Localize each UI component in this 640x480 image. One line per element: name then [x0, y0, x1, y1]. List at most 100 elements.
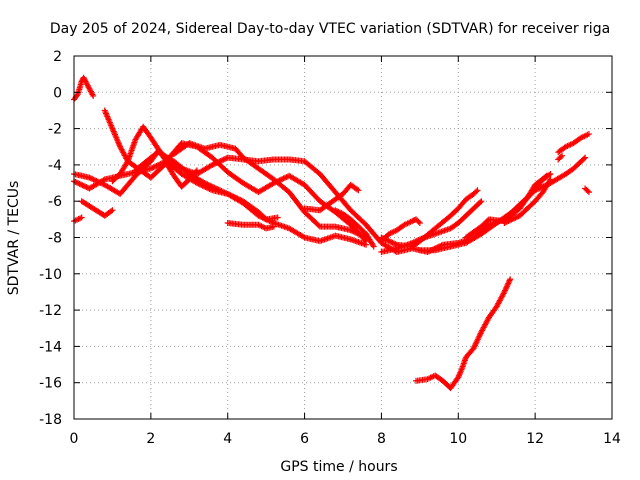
data-point-plus — [261, 215, 268, 222]
data-point-plus — [585, 189, 592, 196]
data-point-plus — [504, 218, 511, 225]
x-tick-label: 4 — [223, 431, 232, 447]
series-track-22 — [582, 185, 592, 196]
data-point-plus — [474, 187, 481, 194]
data-point-plus — [77, 181, 84, 188]
data-point-plus — [262, 216, 269, 223]
data-point-plus — [76, 180, 83, 187]
series-track-17 — [462, 172, 550, 241]
data-point-plus — [300, 233, 307, 240]
data-point-plus — [153, 162, 160, 169]
data-point-plus — [477, 199, 484, 206]
data-point-plus — [258, 214, 265, 221]
data-point-plus — [75, 180, 82, 187]
data-point-plus — [349, 227, 356, 234]
axis-ticks: 0 2 4 6 8 10 12 14 -18 -16 -14 -12 -10 -8 -6 -4 -2 0 2 — [39, 49, 621, 447]
data-point-plus — [205, 182, 212, 189]
series-track-19 — [413, 276, 514, 392]
data-point-plus — [508, 216, 515, 223]
data-point-plus — [542, 173, 549, 180]
data-point-plus — [279, 176, 286, 183]
y-tick-label: -4 — [48, 158, 62, 174]
y-axis-title: SDTVAR / TECUs — [6, 181, 22, 296]
data-point-plus — [80, 182, 87, 189]
data-point-plus — [255, 212, 262, 219]
data-point-plus — [270, 223, 277, 230]
y-tick-label: -18 — [39, 412, 62, 428]
data-point-plus — [207, 182, 214, 189]
series-track-21 — [555, 152, 566, 163]
data-point-plus — [82, 183, 89, 190]
data-point-plus — [201, 180, 208, 187]
data-point-plus — [282, 174, 289, 181]
data-point-plus — [208, 183, 215, 190]
data-point-plus — [256, 213, 263, 220]
data-point-plus — [386, 238, 393, 245]
data-point-plus — [204, 181, 211, 188]
data-point-plus — [416, 219, 423, 226]
data-point-plus — [585, 131, 592, 138]
data-point-plus — [149, 164, 156, 171]
series-track-5 — [71, 214, 85, 225]
data-point-plus — [354, 186, 361, 193]
data-point-plus — [86, 174, 93, 181]
series-track-18 — [501, 176, 554, 226]
series-track-16 — [416, 170, 554, 254]
data-point-plus — [265, 217, 272, 224]
data-point-plus — [280, 175, 287, 182]
data-point-plus — [506, 217, 513, 224]
series-track-11 — [301, 181, 362, 214]
data-point-plus — [109, 207, 116, 214]
series-track-9 — [170, 140, 370, 241]
x-tick-label: 2 — [146, 431, 155, 447]
x-tick-label: 0 — [70, 431, 79, 447]
data-point-plus — [73, 179, 80, 186]
series-track-1 — [71, 74, 97, 103]
data-point-plus — [502, 219, 509, 226]
data-point-plus — [79, 182, 86, 189]
data-point-plus — [350, 228, 357, 235]
data-point-plus — [87, 175, 94, 182]
y-tick-label: 2 — [53, 49, 62, 65]
y-tick-label: -10 — [39, 267, 62, 283]
data-point-plus — [220, 156, 227, 163]
data-point-plus — [90, 176, 97, 183]
data-point-plus — [582, 154, 589, 161]
data-point-plus — [100, 177, 107, 184]
data-point-plus — [315, 222, 322, 229]
data-point-plus — [370, 243, 377, 250]
data-point-plus — [356, 231, 363, 238]
data-point-plus — [154, 162, 161, 169]
data-point-plus — [268, 218, 275, 225]
data-point-plus — [266, 218, 273, 224]
series-track-14 — [378, 198, 485, 256]
data-point-plus — [547, 170, 554, 177]
data-point-plus — [193, 180, 200, 187]
data-point-plus — [212, 185, 219, 192]
data-point-plus — [90, 92, 97, 99]
data-point-plus — [484, 217, 491, 224]
data-point-plus — [357, 231, 364, 238]
data-point-plus — [512, 214, 519, 221]
chart-title: Day 205 of 2024, Sidereal Day-to-day VTE… — [50, 21, 610, 37]
y-tick-label: -6 — [48, 194, 62, 210]
data-point-plus — [72, 178, 79, 185]
data-point-plus — [501, 219, 508, 226]
data-point-plus — [547, 176, 554, 183]
data-point-plus — [203, 180, 210, 187]
data-point-plus — [391, 240, 398, 247]
data-point-plus — [355, 187, 362, 194]
data-point-plus — [219, 157, 226, 164]
data-point-plus — [473, 188, 480, 195]
data-point-plus — [156, 161, 163, 168]
data-point-plus — [358, 232, 365, 239]
data-point-plus — [584, 187, 591, 194]
data-point-plus — [147, 165, 154, 172]
data-point-plus — [157, 160, 164, 167]
data-point-plus — [152, 163, 159, 170]
data-point-plus — [353, 229, 360, 236]
y-tick-label: 0 — [53, 85, 62, 101]
data-point-plus — [274, 214, 281, 221]
data-point-plus — [543, 172, 550, 179]
data-point-plus — [159, 160, 166, 167]
